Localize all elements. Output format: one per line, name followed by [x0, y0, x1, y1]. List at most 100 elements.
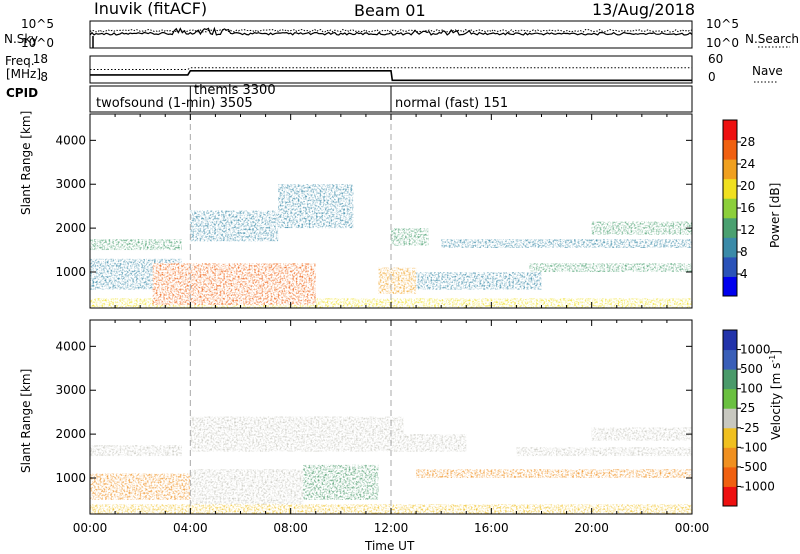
power-colorbar-tick-label: 8 [740, 245, 748, 259]
power-echo-band [391, 228, 429, 246]
mini-panels: 10^5 10^0 10^5 10^0 18 8 60 0 [21, 17, 790, 113]
velocity-echo-band [303, 464, 379, 500]
nave-label: Nave [752, 64, 783, 78]
power-colorbar-swatch [723, 237, 737, 258]
power-echo-band [90, 239, 182, 251]
velocity-ytick-label: 2000 [55, 427, 86, 441]
power-echo-band [441, 239, 692, 248]
power-colorbar-tick-label: 4 [740, 267, 748, 281]
nsearch-trace [89, 28, 693, 33]
power-echo-band [278, 184, 354, 229]
velocity-echo-band [90, 445, 182, 457]
velocity-ytick-label: 1000 [55, 471, 86, 485]
xtick-label: 00:00 [73, 521, 108, 535]
velocity-echo-band [90, 473, 191, 500]
velocity-colorbar-tick-label: -25 [740, 421, 760, 435]
velocity-colorbar-frame [722, 329, 738, 507]
power-colorbar-tick-label: 28 [740, 135, 755, 149]
mini-tick-label: 10^0 [21, 36, 54, 50]
power-echo-band [378, 267, 417, 294]
colorbars: 28 24 20 16 12 8 4 1000 500 100 25 -25 -100 -500 -1000 [722, 119, 775, 507]
velocity-colorbar-swatch [723, 408, 737, 429]
power-colorbar-swatch [723, 178, 737, 199]
mini-tick-label: 18 [33, 52, 48, 66]
power-colorbar-tick-label: 24 [740, 157, 755, 171]
velocity-colorbar-tick-label: -1000 [740, 479, 775, 493]
power-echo-layer [90, 184, 692, 308]
power-colorbar-tick-label: 12 [740, 223, 755, 237]
velocity-colorbar-swatch [723, 349, 737, 370]
velocity-ytick-label: 4000 [55, 339, 86, 353]
velocity-echo-band [391, 434, 467, 452]
velocity-colorbar-swatch [723, 466, 737, 487]
mini-tick-label: 8 [40, 70, 48, 84]
power-colorbar-swatch [723, 276, 737, 297]
power-colorbar-tick-label: 16 [740, 201, 755, 215]
velocity-colorbar-swatch [723, 447, 737, 468]
velocity-colorbar-swatch [723, 427, 737, 448]
mini-tick-label: 10^5 [21, 17, 54, 31]
cpid-label: CPID [6, 86, 39, 100]
power-colorbar-swatch [723, 120, 737, 141]
velocity-colorbar-tick-label: 100 [740, 382, 763, 396]
power-colorbar-swatch [723, 198, 737, 219]
station-title: Inuvik (fitACF) [94, 0, 208, 18]
xtick-label: 20:00 [574, 521, 609, 535]
velocity-echo-band [190, 469, 304, 511]
velocity-frame-outline [89, 319, 693, 515]
mini-tick-label: 0 [708, 70, 716, 84]
velocity-colorbar-tick-label: -100 [740, 440, 767, 454]
power-ytick-label: 2000 [55, 221, 86, 235]
noise-panel-frame [89, 20, 693, 49]
velocity-ytick-label: 3000 [55, 383, 86, 397]
velocity-colorbar-swatch [723, 388, 737, 409]
mini-tick-label: 10^5 [706, 17, 739, 31]
velocity-colorbar-swatch [723, 330, 737, 351]
power-echo-band [416, 272, 542, 290]
cpid-segment-normal: normal (fast) 151 [395, 96, 509, 111]
power-colorbar-swatch [723, 139, 737, 160]
velocity-colorbar-tick-label: 1000 [740, 343, 771, 357]
power-echo-band [190, 210, 279, 242]
xtick-label: 08:00 [273, 521, 308, 535]
xtick-label: 04:00 [173, 521, 208, 535]
power-colorbar-swatch [723, 256, 737, 277]
power-panel: 1000 2000 3000 4000 [55, 113, 693, 309]
mini-tick-label: 60 [708, 52, 723, 66]
xtick-label: 00:00 [675, 521, 710, 535]
nave-trace [90, 67, 692, 70]
power-echo-band [528, 263, 692, 273]
velocity-colorbar-swatch [723, 369, 737, 390]
xtick-label: 12:00 [374, 521, 409, 535]
cpid-segment-twofsound: twofsound (1-min) 3505 [96, 96, 253, 111]
velocity-colorbar-tick-label: 500 [740, 362, 763, 376]
xaxis-label: Time UT [365, 539, 415, 553]
power-colorbar-swatch [723, 217, 737, 238]
date-title: 13/Aug/2018 [592, 0, 696, 19]
power-echo-band [152, 263, 316, 305]
freq-unit-label: [MHz] [6, 67, 42, 81]
cpid-segment-themis: themis 3300 [194, 83, 276, 98]
nsky-trace [89, 26, 693, 36]
velocity-colorbar-tick-label: -500 [740, 460, 767, 474]
power-echo-band [591, 221, 692, 235]
freq-panel-frame [89, 55, 693, 84]
freq-trace [90, 70, 692, 82]
power-ytick-label: 1000 [55, 265, 86, 279]
beam-title: Beam 01 [354, 1, 426, 20]
velocity-panel: 1000 2000 3000 4000 00:00 04:00 08:00 12:00 16:0… [55, 319, 710, 535]
power-ytick-label: 3000 [55, 177, 86, 191]
power-colorbar-tick-label: 20 [740, 179, 755, 193]
velocity-echo-band [190, 416, 404, 452]
power-frame-outline [89, 113, 693, 309]
velocity-colorbar-swatch [723, 486, 737, 507]
power-ytick-label: 4000 [55, 133, 86, 147]
mini-tick-label: 10^0 [706, 36, 739, 50]
nsearch-label: N.Search [745, 32, 800, 46]
velocity-echo-band [516, 447, 692, 457]
velocity-colorbar-tick-label: 25 [740, 401, 755, 415]
power-colorbar-swatch [723, 159, 737, 180]
velocity-echo-band [591, 427, 692, 441]
freq-label: Freq. [5, 54, 35, 68]
